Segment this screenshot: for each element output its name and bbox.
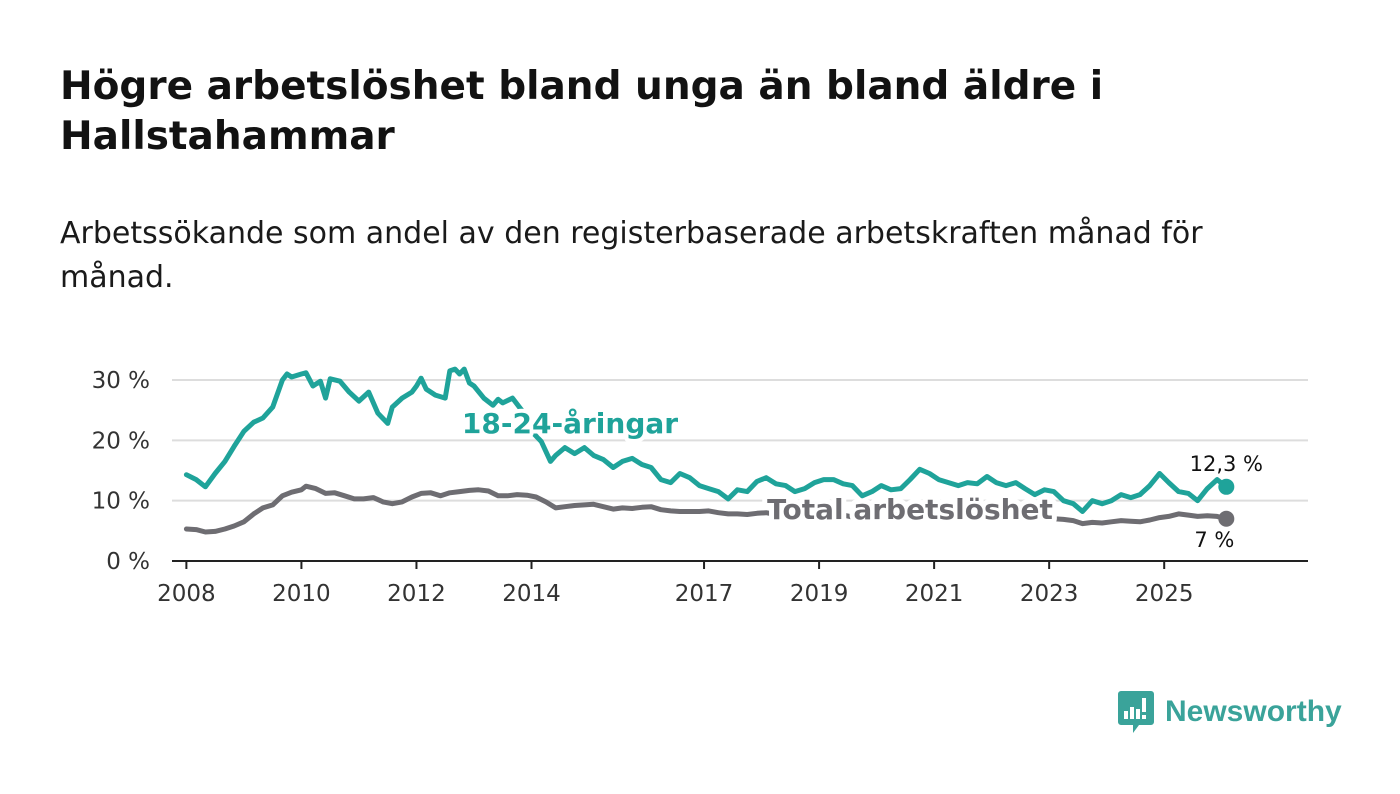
y-tick-label: 10 % [92, 489, 150, 515]
brand-name: Newsworthy [1165, 695, 1342, 728]
series-labels: 18-24-åringar Total arbetslöshet 12,3 % 7 % [458, 403, 1263, 552]
series-line-total [183, 483, 1229, 535]
end-marker-total [1218, 510, 1235, 527]
y-tick-label: 0 % [106, 549, 150, 575]
x-tick-label: 2019 [790, 581, 849, 607]
chart-title: Högre arbetslöshet bland unga än bland ä… [60, 64, 1104, 159]
y-tick-label: 20 % [92, 428, 150, 454]
end-label-total: 7 % [1194, 528, 1234, 552]
gridlines [172, 379, 1308, 502]
series-lines [183, 366, 1235, 535]
end-marker-youth [1218, 478, 1235, 495]
series-label-youth: 18-24-åringar [462, 407, 678, 440]
x-tick-label: 2017 [675, 581, 734, 607]
axes: 0 % 10 % 20 % 30 % 2008 2010 2012 2014 2017 2019 2… [92, 368, 1308, 607]
newsworthy-brand: Newsworthy [1117, 689, 1342, 735]
x-tick-label: 2008 [157, 581, 216, 607]
x-tick-label: 2023 [1020, 581, 1079, 607]
newsworthy-logo-icon [1118, 691, 1154, 733]
series-line-youth [183, 366, 1229, 514]
x-tick-label: 2014 [502, 581, 561, 607]
series-label-total: Total arbetslöshet [767, 493, 1053, 526]
y-tick-label: 30 % [92, 368, 150, 394]
x-tick-label: 2021 [905, 581, 964, 607]
x-tick-label: 2025 [1135, 581, 1194, 607]
end-label-youth: 12,3 % [1190, 452, 1263, 476]
x-tick-label: 2010 [272, 581, 331, 607]
x-tick-label: 2012 [387, 581, 446, 607]
chart-subtitle: Arbetssökande som andel av den registerb… [60, 216, 1203, 295]
